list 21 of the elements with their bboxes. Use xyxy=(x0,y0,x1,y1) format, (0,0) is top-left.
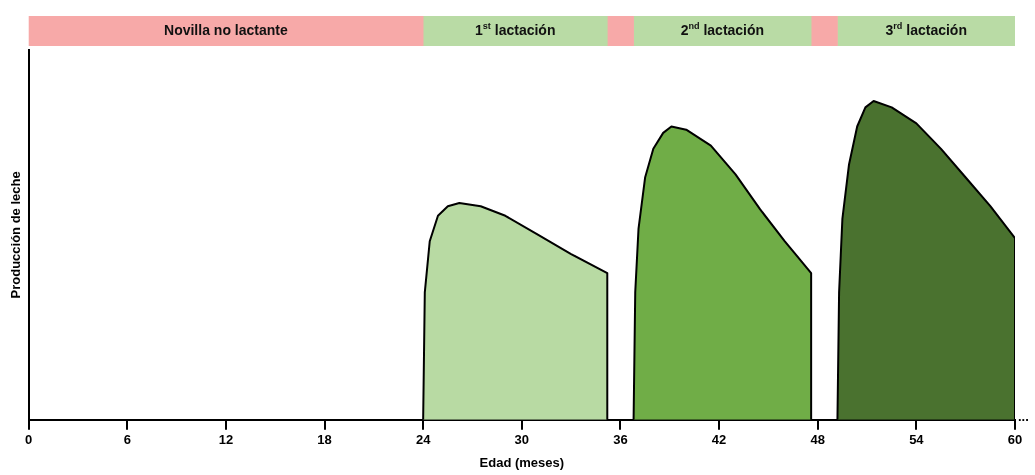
x-axis-title: Edad (meses) xyxy=(479,454,565,470)
x-tick-label: 18 xyxy=(317,432,332,448)
x-tick-label: 6 xyxy=(123,432,131,448)
x-tick-label: 0 xyxy=(24,432,33,448)
x-tick-label: 54 xyxy=(909,432,925,448)
series-label: Novilla no lactante xyxy=(164,21,288,38)
bar xyxy=(633,16,812,46)
bar xyxy=(422,16,608,46)
bar xyxy=(28,16,424,46)
x-tick-label: 60 xyxy=(1007,432,1023,448)
x-tick-label: 24 xyxy=(415,432,432,448)
x-tick-label: 48 xyxy=(810,432,825,448)
y-axis-title: Producción de leche xyxy=(8,171,24,299)
x-tick-label: 30 xyxy=(514,432,530,448)
bar xyxy=(606,16,634,46)
text: ... xyxy=(1018,408,1029,424)
bar xyxy=(810,16,838,46)
x-tick-label: 36 xyxy=(613,432,628,448)
x-tick-label: 12 xyxy=(218,432,234,448)
x-tick-label: 42 xyxy=(711,432,727,448)
bar xyxy=(837,16,1015,46)
